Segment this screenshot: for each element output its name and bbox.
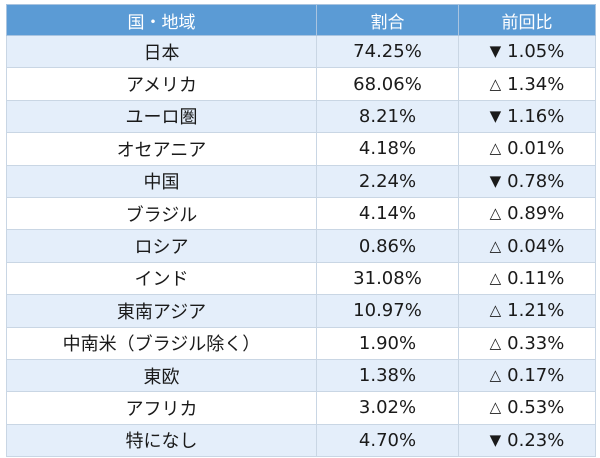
share-cell: 31.08% <box>316 261 459 296</box>
change-value: 0.01% <box>507 138 565 160</box>
up-triangle-outline-icon: △ <box>489 398 502 417</box>
table-row: オセアニア 4.18% △ 0.01% <box>6 132 596 166</box>
table-row: 中国 2.24% ▼ 0.78% <box>6 164 596 198</box>
table-row: 東南アジア 10.97% △ 1.21% <box>6 294 596 328</box>
region-cell: 日本 <box>6 34 317 69</box>
change-value: 0.89% <box>507 203 565 225</box>
table-row: アフリカ 3.02% △ 0.53% <box>6 391 596 425</box>
share-cell: 10.97% <box>316 294 459 328</box>
change-cell: △ 0.89% <box>458 196 596 231</box>
change-value: 0.11% <box>507 267 565 289</box>
change-value: 1.05% <box>507 41 565 63</box>
table-row: ロシア 0.86% △ 0.04% <box>6 229 596 263</box>
region-cell: インド <box>6 261 317 296</box>
change-value: 0.23% <box>507 429 565 451</box>
up-triangle-outline-icon: △ <box>489 139 502 158</box>
up-triangle-outline-icon: △ <box>489 268 502 287</box>
share-cell: 8.21% <box>316 99 459 134</box>
change-cell: △ 0.17% <box>458 358 596 393</box>
region-cell: ユーロ圏 <box>6 99 317 134</box>
up-triangle-outline-icon: △ <box>489 366 502 385</box>
region-cell: 東欧 <box>6 358 317 393</box>
region-cell: アフリカ <box>6 391 317 425</box>
change-value: 0.78% <box>507 170 565 192</box>
share-cell: 4.14% <box>316 196 459 231</box>
table-row: インド 31.08% △ 0.11% <box>6 261 596 296</box>
table-row: 東欧 1.38% △ 0.17% <box>6 358 596 393</box>
change-cell: △ 0.04% <box>458 229 596 263</box>
change-value: 0.17% <box>507 365 565 387</box>
region-cell: 特になし <box>6 423 317 458</box>
column-header-change: 前回比 <box>458 4 596 36</box>
change-value: 0.04% <box>507 235 565 257</box>
share-cell: 2.24% <box>316 164 459 198</box>
share-cell: 1.38% <box>316 358 459 393</box>
table-row: 特になし 4.70% ▼ 0.23% <box>6 423 596 458</box>
region-cell: オセアニア <box>6 132 317 166</box>
up-triangle-outline-icon: △ <box>489 74 502 93</box>
up-triangle-outline-icon: △ <box>489 236 502 255</box>
down-triangle-icon: ▼ <box>489 171 502 190</box>
up-triangle-outline-icon: △ <box>489 301 502 320</box>
change-value: 1.21% <box>507 300 565 322</box>
change-cell: △ 1.21% <box>458 294 596 328</box>
region-cell: 中国 <box>6 164 317 198</box>
share-cell: 3.02% <box>316 391 459 425</box>
region-cell: ブラジル <box>6 196 317 231</box>
up-triangle-outline-icon: △ <box>489 204 502 223</box>
share-cell: 4.70% <box>316 423 459 458</box>
region-cell: アメリカ <box>6 67 317 101</box>
change-cell: ▼ 1.16% <box>458 99 596 134</box>
change-cell: ▼ 0.78% <box>458 164 596 198</box>
change-value: 0.33% <box>507 332 565 354</box>
column-header-share: 割合 <box>316 4 459 36</box>
share-cell: 0.86% <box>316 229 459 263</box>
share-cell: 68.06% <box>316 67 459 101</box>
change-cell: △ 1.34% <box>458 67 596 101</box>
up-triangle-outline-icon: △ <box>489 333 502 352</box>
change-cell: △ 0.01% <box>458 132 596 166</box>
change-value: 1.16% <box>507 105 565 127</box>
column-header-region: 国・地域 <box>6 4 317 36</box>
change-cell: △ 0.53% <box>458 391 596 425</box>
region-cell: ロシア <box>6 229 317 263</box>
table-row: 中南米（ブラジル除く） 1.90% △ 0.33% <box>6 326 596 360</box>
change-value: 1.34% <box>507 73 565 95</box>
change-cell: ▼ 1.05% <box>458 34 596 69</box>
region-cell: 中南米（ブラジル除く） <box>6 326 317 360</box>
header-row: 国・地域 割合 前回比 <box>6 4 596 36</box>
table-row: ブラジル 4.14% △ 0.89% <box>6 196 596 231</box>
share-cell: 74.25% <box>316 34 459 69</box>
table-row: アメリカ 68.06% △ 1.34% <box>6 67 596 101</box>
share-cell: 1.90% <box>316 326 459 360</box>
down-triangle-icon: ▼ <box>489 42 502 61</box>
share-cell: 4.18% <box>316 132 459 166</box>
region-cell: 東南アジア <box>6 294 317 328</box>
region-share-table: 国・地域 割合 前回比 日本 74.25% ▼ 1.05% アメリカ 68.06% △ 1.3… <box>6 4 596 458</box>
change-cell: ▼ 0.23% <box>458 423 596 458</box>
table-row: 日本 74.25% ▼ 1.05% <box>6 34 596 69</box>
down-triangle-icon: ▼ <box>489 430 502 449</box>
table-body: 日本 74.25% ▼ 1.05% アメリカ 68.06% △ 1.34% ユーロ圏 8.21% ▼… <box>6 34 596 458</box>
down-triangle-icon: ▼ <box>489 106 502 125</box>
change-cell: △ 0.33% <box>458 326 596 360</box>
table-header: 国・地域 割合 前回比 <box>6 4 596 36</box>
change-cell: △ 0.11% <box>458 261 596 296</box>
change-value: 0.53% <box>507 397 565 419</box>
table-row: ユーロ圏 8.21% ▼ 1.16% <box>6 99 596 134</box>
